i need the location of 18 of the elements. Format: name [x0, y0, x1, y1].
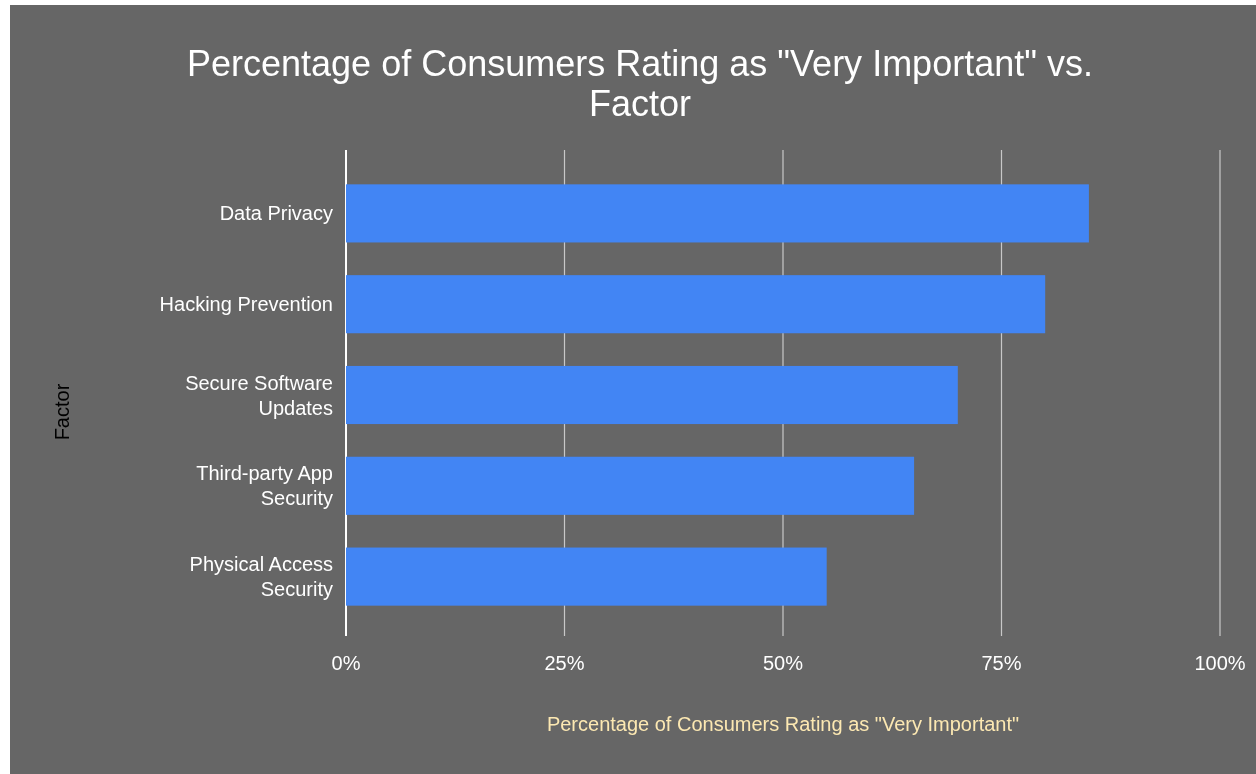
bar [346, 275, 1046, 334]
chart-title: Percentage of Consumers Rating as "Very Important" vs. Factor [187, 43, 1093, 124]
x-tick-label: 100% [1194, 652, 1246, 674]
y-axis-title: Factor [51, 383, 73, 441]
y-tick-label: Data Privacy [219, 202, 333, 225]
x-axis-title: Percentage of Consumers Rating as "Very Important" [546, 713, 1020, 735]
x-tick-label: 75% [981, 652, 1022, 674]
x-tick-label: 0% [331, 652, 361, 674]
bar [346, 365, 958, 425]
bar [346, 456, 915, 515]
y-tick-label: Physical Access Security [189, 553, 333, 601]
y-tick-label: Hacking Prevention [159, 293, 333, 316]
y-tick-label: Third-party App Security [196, 462, 333, 510]
y-tick-label: Secure Software Updates [185, 371, 333, 419]
bar [346, 184, 1089, 243]
x-tick-label: 25% [544, 652, 585, 674]
bar [346, 547, 827, 606]
x-tick-label: 50% [762, 652, 804, 674]
